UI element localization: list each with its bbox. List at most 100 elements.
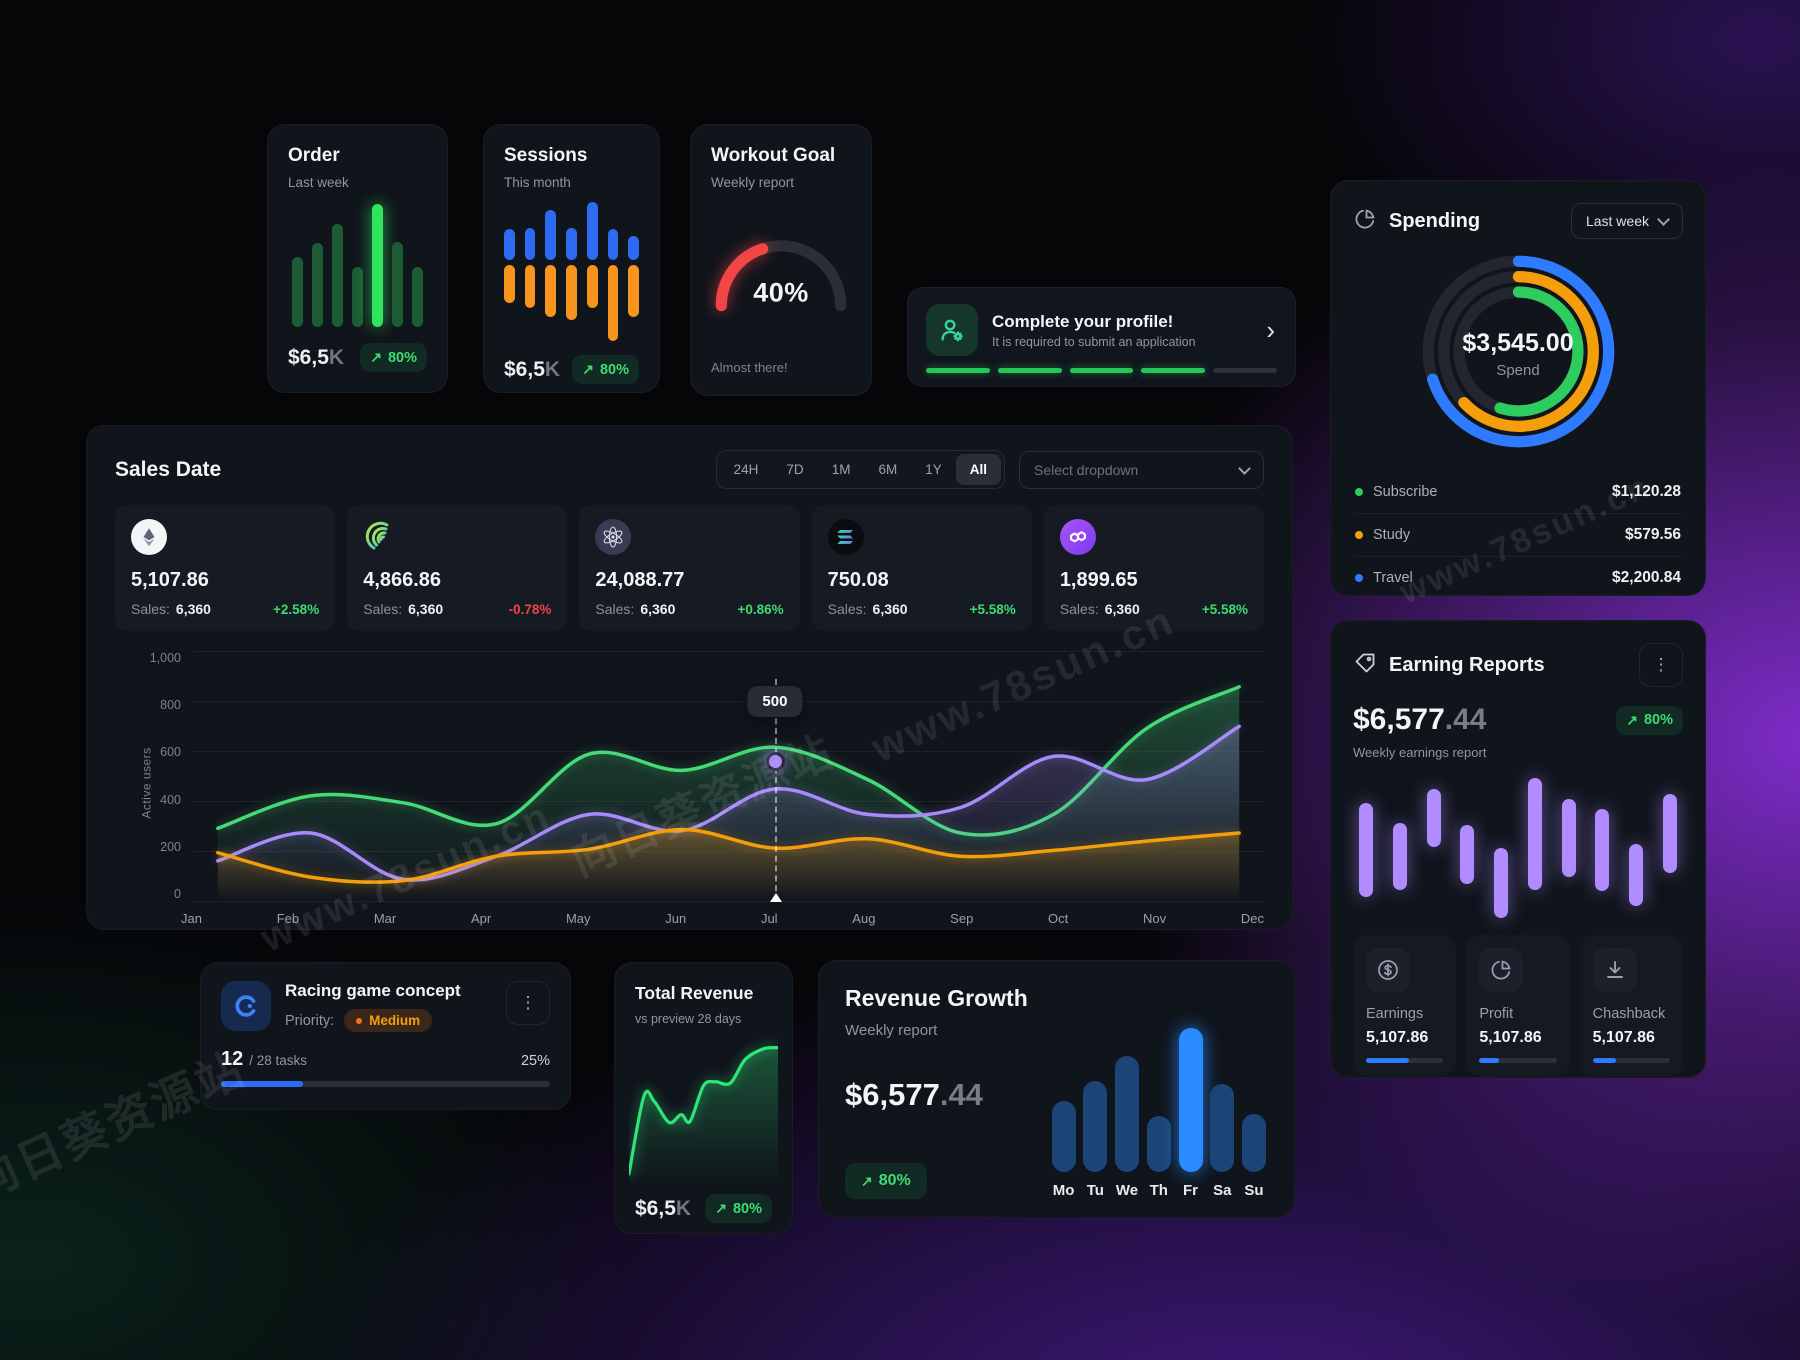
racing-title: Racing game concept [285, 981, 461, 1000]
revenue-growth-card: Revenue Growth Weekly report $6,577.44 ↗… [818, 960, 1295, 1218]
x-axis-labels: Jan Feb Mar Apr May Jun Jul Aug Sep Oct Nov Dec [181, 911, 1264, 926]
order-bar [312, 243, 323, 327]
range-All[interactable]: All [955, 454, 1001, 485]
ethereum-icon [131, 519, 167, 555]
earning-bar [1595, 808, 1610, 892]
order-bar-chart [288, 190, 427, 343]
y-tick: 0 [174, 886, 181, 901]
x-tick: May [565, 911, 591, 926]
x-tick: Oct [1048, 911, 1069, 926]
earning-bar [1426, 788, 1441, 847]
game-icon [221, 981, 271, 1031]
subscribe-dot [1355, 488, 1363, 496]
x-tick: Jun [665, 911, 687, 926]
tile-solana[interactable]: 750.08 Sales: 6,360 +5.58% [811, 505, 1032, 631]
order-bar [392, 242, 403, 327]
revenue-growth-value: $6,577.44 [845, 1077, 983, 1112]
sales-card: Sales Date 24H 7D 1M 6M 1Y All Select dropdow… [86, 425, 1293, 930]
earning-bar [1561, 798, 1576, 877]
workout-percent: 40% [753, 278, 809, 309]
sessions-bar-pair [628, 202, 640, 341]
download-icon [1592, 948, 1637, 992]
chevron-down-icon [1657, 213, 1670, 226]
progress-segment [1141, 368, 1206, 373]
spending-card: Spending Last week $3,545.00 Spend Subsc… [1330, 180, 1706, 596]
order-card: Order Last week $6,5K ↗ 80% [267, 124, 448, 393]
progress-segment [997, 368, 1062, 373]
racing-task-card: Racing game concept Priority: Medium ⋮ 1… [200, 962, 571, 1110]
workout-title: Workout Goal [711, 145, 836, 166]
sessions-bar-pair [503, 202, 515, 341]
spending-period-dropdown[interactable]: Last week [1570, 203, 1683, 239]
earning-bar [1359, 803, 1373, 898]
sessions-bar-pair [586, 202, 598, 341]
chart-tooltip: 500 [747, 686, 803, 717]
legend-row-subscribe: Subscribe $1,120.28 [1353, 471, 1683, 513]
revenue-sparkline [627, 1034, 780, 1188]
order-bar [352, 266, 363, 327]
earnings-value: $6,577.44 [1353, 703, 1487, 736]
spend-label: Spend [1496, 362, 1540, 379]
trend-up-icon: ↗ [582, 361, 594, 377]
earning-bar [1460, 824, 1475, 885]
weekday-bar-Fr: Fr [1177, 1020, 1205, 1199]
spending-donut: $3,545.00 Spend [1353, 249, 1683, 459]
y-axis-label: Active users [139, 747, 154, 819]
workout-subtitle: Weekly report [711, 175, 795, 190]
order-bar [332, 223, 343, 327]
sessions-bar-pair [566, 202, 577, 341]
range-24H[interactable]: 24H [720, 454, 773, 485]
earnings-bar-chart [1353, 774, 1683, 919]
weekly-bar-chart: Mo Tu We Th Fr Sa Su [1040, 985, 1268, 1199]
x-tick: Nov [1143, 911, 1167, 926]
x-tick: Jul [760, 911, 778, 926]
y-tick: 800 [160, 698, 181, 713]
order-bar [372, 204, 383, 327]
x-tick: Feb [276, 911, 300, 926]
banner-title: Complete your profile! [992, 311, 1174, 331]
dollar-circle-icon [1366, 948, 1410, 992]
workout-footer: Almost there! [711, 360, 788, 375]
weekday-bar-Th: Th [1145, 1020, 1173, 1199]
y-tick: 600 [160, 745, 181, 760]
y-tick: 1,000 [149, 651, 181, 665]
sessions-subtitle: This month [504, 175, 571, 190]
gauge-svg [706, 226, 856, 323]
workout-goal-card: Workout Goal Weekly report 40% Almost th… [690, 124, 872, 396]
weekday-bar-Sa: Sa [1208, 1020, 1236, 1199]
mini-earnings: Earnings 5,107.86 [1353, 935, 1457, 1076]
mini-progress [1479, 1058, 1557, 1063]
tile-spiral-globe[interactable]: 4,866.86 Sales: 6,360 -0.78% [347, 505, 568, 631]
complete-profile-banner[interactable]: Complete your profile! It is required to… [907, 287, 1296, 387]
weekday-bar-Mo: Mo [1050, 1020, 1078, 1199]
priority-badge: Medium [344, 1009, 433, 1032]
x-tick: Dec [1240, 911, 1264, 926]
y-axis-ticks: 1,000 800 600 400 200 0 [131, 651, 193, 901]
tile-cosmos[interactable]: 24,088.77 Sales: 6,360 +0.86% [579, 505, 800, 631]
revenue-growth-badge: ↗ 80% [845, 1163, 927, 1199]
total-revenue-card: Total Revenue vs preview 28 days $6,5K ↗… [614, 962, 793, 1234]
active-users-chart[interactable]: 500 [193, 651, 1264, 902]
kebab-menu[interactable]: ⋮ [1639, 643, 1683, 687]
range-6M[interactable]: 6M [864, 454, 911, 485]
sales-dropdown[interactable]: Select dropdown [1019, 450, 1264, 489]
earning-reports-card: Earning Reports ⋮ $6,577.44 ↗ 80% Weekly … [1330, 620, 1706, 1078]
tasks-percent: 25% [520, 1053, 550, 1069]
kebab-menu[interactable]: ⋮ [506, 981, 550, 1025]
trend-up-icon: ↗ [861, 1172, 873, 1189]
user-gear-icon [926, 304, 978, 356]
tooltip-dot [765, 752, 785, 772]
tile-polygon[interactable]: 1,899.65 Sales: 6,360 +5.58% [1043, 505, 1265, 631]
tile-ethereum[interactable]: 5,107.86 Sales: 6,360 +2.58% [115, 505, 336, 631]
total-revenue-value: $6,5K [635, 1196, 692, 1220]
travel-dot [1355, 574, 1363, 582]
order-bar [292, 256, 303, 327]
range-7D[interactable]: 7D [772, 454, 817, 485]
chevron-right-icon[interactable]: › [1266, 315, 1275, 345]
priority-label: Priority: [285, 1012, 335, 1029]
x-tick: Jan [181, 911, 202, 926]
tasks-progress-bar [221, 1081, 550, 1087]
range-1Y[interactable]: 1Y [911, 454, 956, 485]
range-1M[interactable]: 1M [818, 454, 865, 485]
